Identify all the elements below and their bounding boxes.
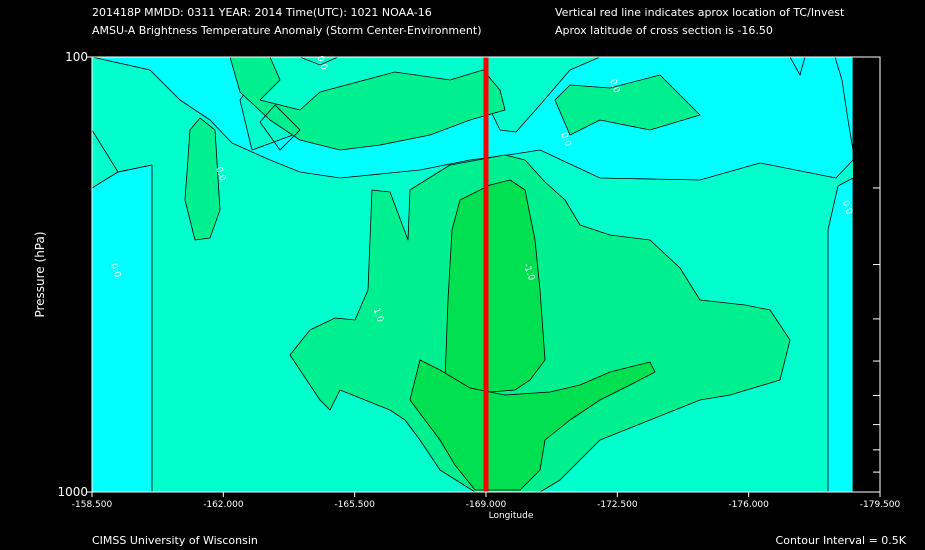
positive-region-strip: [184, 117, 221, 241]
contour-line-1: [91, 129, 153, 173]
contour-label-layer: 0.00.00.00.00.00.0-1.01.0: [108, 55, 854, 324]
x-tick-label-6: -176.000: [728, 500, 769, 510]
x-tick-label-4: -169.000: [466, 500, 507, 510]
high-region-lower: [409, 359, 656, 491]
contour-line-5: [259, 104, 301, 151]
header-line-1: 201418P MMDD: 0311 YEAR: 2014 Time(UTC):…: [92, 6, 432, 19]
header-line-3: Vertical red line indicates aprox locati…: [555, 6, 845, 19]
x-tick-label-5: -172.500: [597, 500, 638, 510]
contour-label-8: 1.0: [371, 307, 385, 324]
contour-line-layer: [91, 56, 854, 173]
contour-label-2: 0.0: [213, 166, 227, 183]
axis-ticks: -158.500 -162.000 -165.500 -169.000 -172.500…: [57, 50, 900, 510]
y-tick-label-2: 100: [65, 50, 88, 64]
positive-region-upper: [229, 56, 506, 151]
contour-fill-layer: [91, 56, 880, 493]
x-tick-label-3: -165.500: [334, 500, 375, 510]
contour-label-1: 0.0: [314, 55, 328, 72]
contour-line-3: [789, 56, 806, 77]
contour-interval-note: Contour Interval = 0.5K: [775, 534, 906, 547]
header-line-4: Aprox latitude of cross section is -16.5…: [555, 24, 773, 37]
contour-label-5: 0.0: [558, 131, 572, 148]
high-region-core: [444, 179, 546, 393]
negative-region-right: [827, 177, 854, 493]
no-data-strip: [853, 57, 880, 492]
positive-region-topright: [554, 74, 701, 136]
x-tick-label-2: -162.000: [203, 500, 244, 510]
y-axis-label: Pressure (hPa): [33, 231, 47, 317]
contour-line-2: [834, 56, 854, 151]
contour-label-4: 0.0: [607, 78, 621, 95]
footer-credit: CIMSS University of Wisconsin: [92, 534, 258, 547]
contour-label-6: 0.0: [840, 199, 854, 216]
x-axis-label: Longitude: [489, 511, 534, 521]
contour-label-3: 0.0: [108, 262, 122, 279]
x-tick-label-7: -179.500: [860, 500, 901, 510]
x-tick-label-1: -158.500: [72, 500, 113, 510]
y-tick-label-1: 1000: [57, 485, 88, 499]
contour-line-4: [299, 56, 339, 66]
header-line-2: AMSU-A Brightness Temperature Anomaly (S…: [92, 24, 482, 37]
